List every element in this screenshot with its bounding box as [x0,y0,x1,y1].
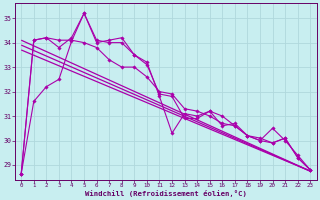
X-axis label: Windchill (Refroidissement éolien,°C): Windchill (Refroidissement éolien,°C) [85,190,247,197]
